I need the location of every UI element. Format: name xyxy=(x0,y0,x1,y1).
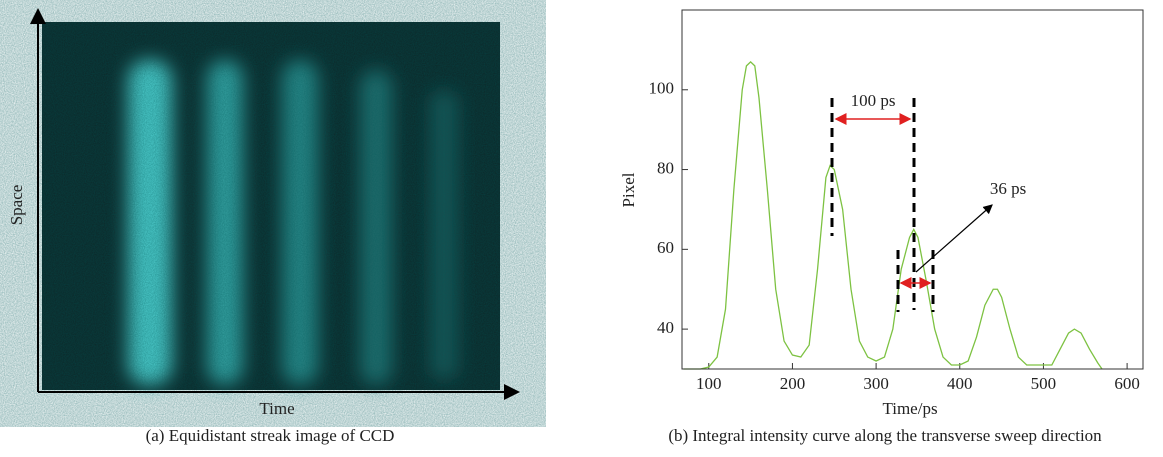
annotation: 100 ps 36 ps xyxy=(830,91,1026,312)
x-tick-label: 600 xyxy=(1114,374,1140,393)
plot: 100 200 300 400 500 600 40 60 80 100 xyxy=(649,60,1140,393)
plot-frame xyxy=(681,9,1144,370)
data-line xyxy=(683,60,1103,370)
y-tick-label: 60 xyxy=(657,238,674,257)
x-tick-label: 200 xyxy=(780,374,806,393)
x-tick-label: 100 xyxy=(696,374,722,393)
caption: (b) Integral intensity curve along the t… xyxy=(668,426,1102,445)
y-tick-label: 100 xyxy=(649,79,675,98)
axis-label: Time/ps xyxy=(882,399,937,418)
x-tick-label: 400 xyxy=(947,374,973,393)
x-tick-label: 500 xyxy=(1031,374,1057,393)
caption: (a) Equidistant streak image of CCD xyxy=(146,426,395,445)
annotation-text: 100 ps xyxy=(851,91,896,110)
y-tick-label: 40 xyxy=(657,318,674,337)
axis-label: Pixel xyxy=(619,172,638,207)
annotation-text: 36 ps xyxy=(990,179,1026,198)
x-tick-label: 300 xyxy=(863,374,889,393)
axis-label: Space xyxy=(7,185,26,226)
y-tick-label: 80 xyxy=(657,158,674,177)
axis-label: Time xyxy=(259,399,294,418)
streak-image xyxy=(42,22,500,390)
